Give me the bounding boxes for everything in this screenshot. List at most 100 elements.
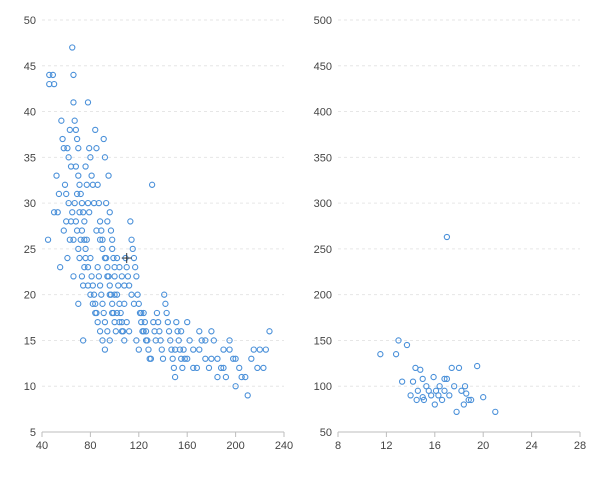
left-data-point[interactable] (57, 264, 64, 271)
left-data-point[interactable] (99, 337, 106, 344)
left-data-point[interactable] (101, 318, 109, 326)
left-data-point[interactable] (73, 190, 81, 198)
left-data-point[interactable] (49, 71, 57, 79)
right-data-point[interactable] (448, 364, 455, 372)
left-data-point[interactable] (145, 346, 152, 353)
left-data-point[interactable] (46, 71, 53, 79)
left-data-point[interactable] (140, 328, 147, 335)
left-data-point[interactable] (82, 245, 89, 253)
left-data-point[interactable] (198, 337, 205, 344)
left-data-point[interactable] (82, 163, 89, 170)
left-data-point[interactable] (75, 172, 82, 179)
left-data-point[interactable] (124, 273, 132, 280)
left-data-point[interactable] (72, 218, 80, 225)
left-data-point[interactable] (53, 172, 60, 179)
left-data-point[interactable] (106, 337, 113, 344)
left-data-point[interactable] (76, 254, 83, 262)
left-data-point[interactable] (117, 309, 124, 317)
left-data-point[interactable] (158, 346, 165, 353)
right-data-point[interactable] (467, 396, 475, 404)
left-data-point[interactable] (186, 337, 193, 344)
left-data-point[interactable] (93, 145, 100, 152)
right-data-point[interactable] (443, 233, 451, 241)
left-data-point[interactable] (168, 346, 175, 353)
left-data-point[interactable] (84, 99, 92, 106)
left-data-point[interactable] (208, 328, 215, 335)
left-data-point[interactable] (132, 264, 139, 271)
left-data-point[interactable] (142, 337, 150, 344)
left-data-point[interactable] (104, 218, 111, 225)
left-data-point[interactable] (127, 218, 134, 225)
left-data-point[interactable] (236, 364, 243, 372)
left-data-point[interactable] (79, 337, 87, 344)
left-data-point[interactable] (106, 209, 113, 216)
left-data-point[interactable] (86, 209, 93, 216)
left-data-point[interactable] (94, 264, 101, 271)
left-data-point[interactable] (138, 318, 145, 326)
left-data-point[interactable] (196, 328, 203, 335)
left-data-point[interactable] (75, 145, 82, 152)
left-data-point[interactable] (79, 209, 87, 216)
left-data-point[interactable] (96, 282, 104, 289)
left-data-point[interactable] (208, 355, 215, 362)
left-data-point[interactable] (113, 254, 121, 262)
left-data-point[interactable] (66, 126, 73, 134)
right-data-point[interactable] (419, 394, 426, 401)
right-data-point[interactable] (431, 401, 438, 408)
left-data-point[interactable] (81, 236, 88, 243)
left-data-point[interactable] (125, 328, 133, 335)
left-data-point[interactable] (106, 282, 113, 289)
left-data-point[interactable] (101, 154, 109, 161)
left-data-point[interactable] (116, 264, 123, 271)
left-data-point[interactable] (217, 364, 225, 372)
left-data-point[interactable] (244, 392, 251, 399)
left-data-point[interactable] (226, 337, 233, 344)
left-data-point[interactable] (175, 337, 182, 344)
left-data-point[interactable] (63, 190, 70, 198)
left-data-point[interactable] (95, 199, 103, 207)
right-data-point[interactable] (461, 383, 469, 390)
left-data-point[interactable] (65, 199, 72, 207)
right-data-point[interactable] (458, 387, 465, 394)
left-data-point[interactable] (72, 163, 80, 170)
left-data-point[interactable] (202, 355, 209, 362)
right-data-point[interactable] (453, 408, 460, 416)
left-data-point[interactable] (96, 218, 104, 225)
left-data-point[interactable] (121, 300, 128, 307)
left-data-point[interactable] (232, 355, 239, 362)
left-data-point[interactable] (242, 373, 249, 381)
left-data-point[interactable] (78, 227, 86, 234)
right-data-point[interactable] (428, 392, 435, 399)
left-data-point[interactable] (109, 236, 116, 243)
right-data-point[interactable] (414, 387, 422, 394)
left-data-point[interactable] (147, 355, 155, 362)
left-data-point[interactable] (111, 273, 118, 280)
left-data-point[interactable] (260, 364, 267, 372)
left-data-point[interactable] (71, 199, 78, 207)
left-data-point[interactable] (73, 135, 81, 143)
left-data-point[interactable] (159, 355, 167, 362)
left-data-point[interactable] (95, 273, 103, 280)
right-data-point[interactable] (460, 401, 467, 408)
left-data-point[interactable] (123, 264, 130, 271)
left-data-point[interactable] (60, 227, 67, 234)
left-data-point[interactable] (78, 199, 86, 207)
left-data-point[interactable] (226, 346, 233, 353)
left-data-point[interactable] (82, 254, 89, 262)
left-data-point[interactable] (50, 209, 58, 216)
left-data-point[interactable] (190, 364, 197, 372)
left-data-point[interactable] (92, 300, 99, 307)
right-data-point[interactable] (473, 362, 481, 370)
left-data-point[interactable] (156, 328, 163, 335)
left-data-point[interactable] (202, 337, 209, 344)
left-data-point[interactable] (75, 300, 82, 307)
left-data-point[interactable] (55, 190, 63, 198)
left-data-point[interactable] (70, 273, 77, 280)
left-data-point[interactable] (94, 318, 101, 326)
left-data-point[interactable] (84, 199, 92, 207)
left-data-point[interactable] (99, 245, 106, 253)
right-data-point[interactable] (392, 351, 400, 358)
left-data-point[interactable] (130, 300, 138, 307)
right-data-point[interactable] (465, 396, 472, 404)
left-data-point[interactable] (105, 172, 112, 179)
